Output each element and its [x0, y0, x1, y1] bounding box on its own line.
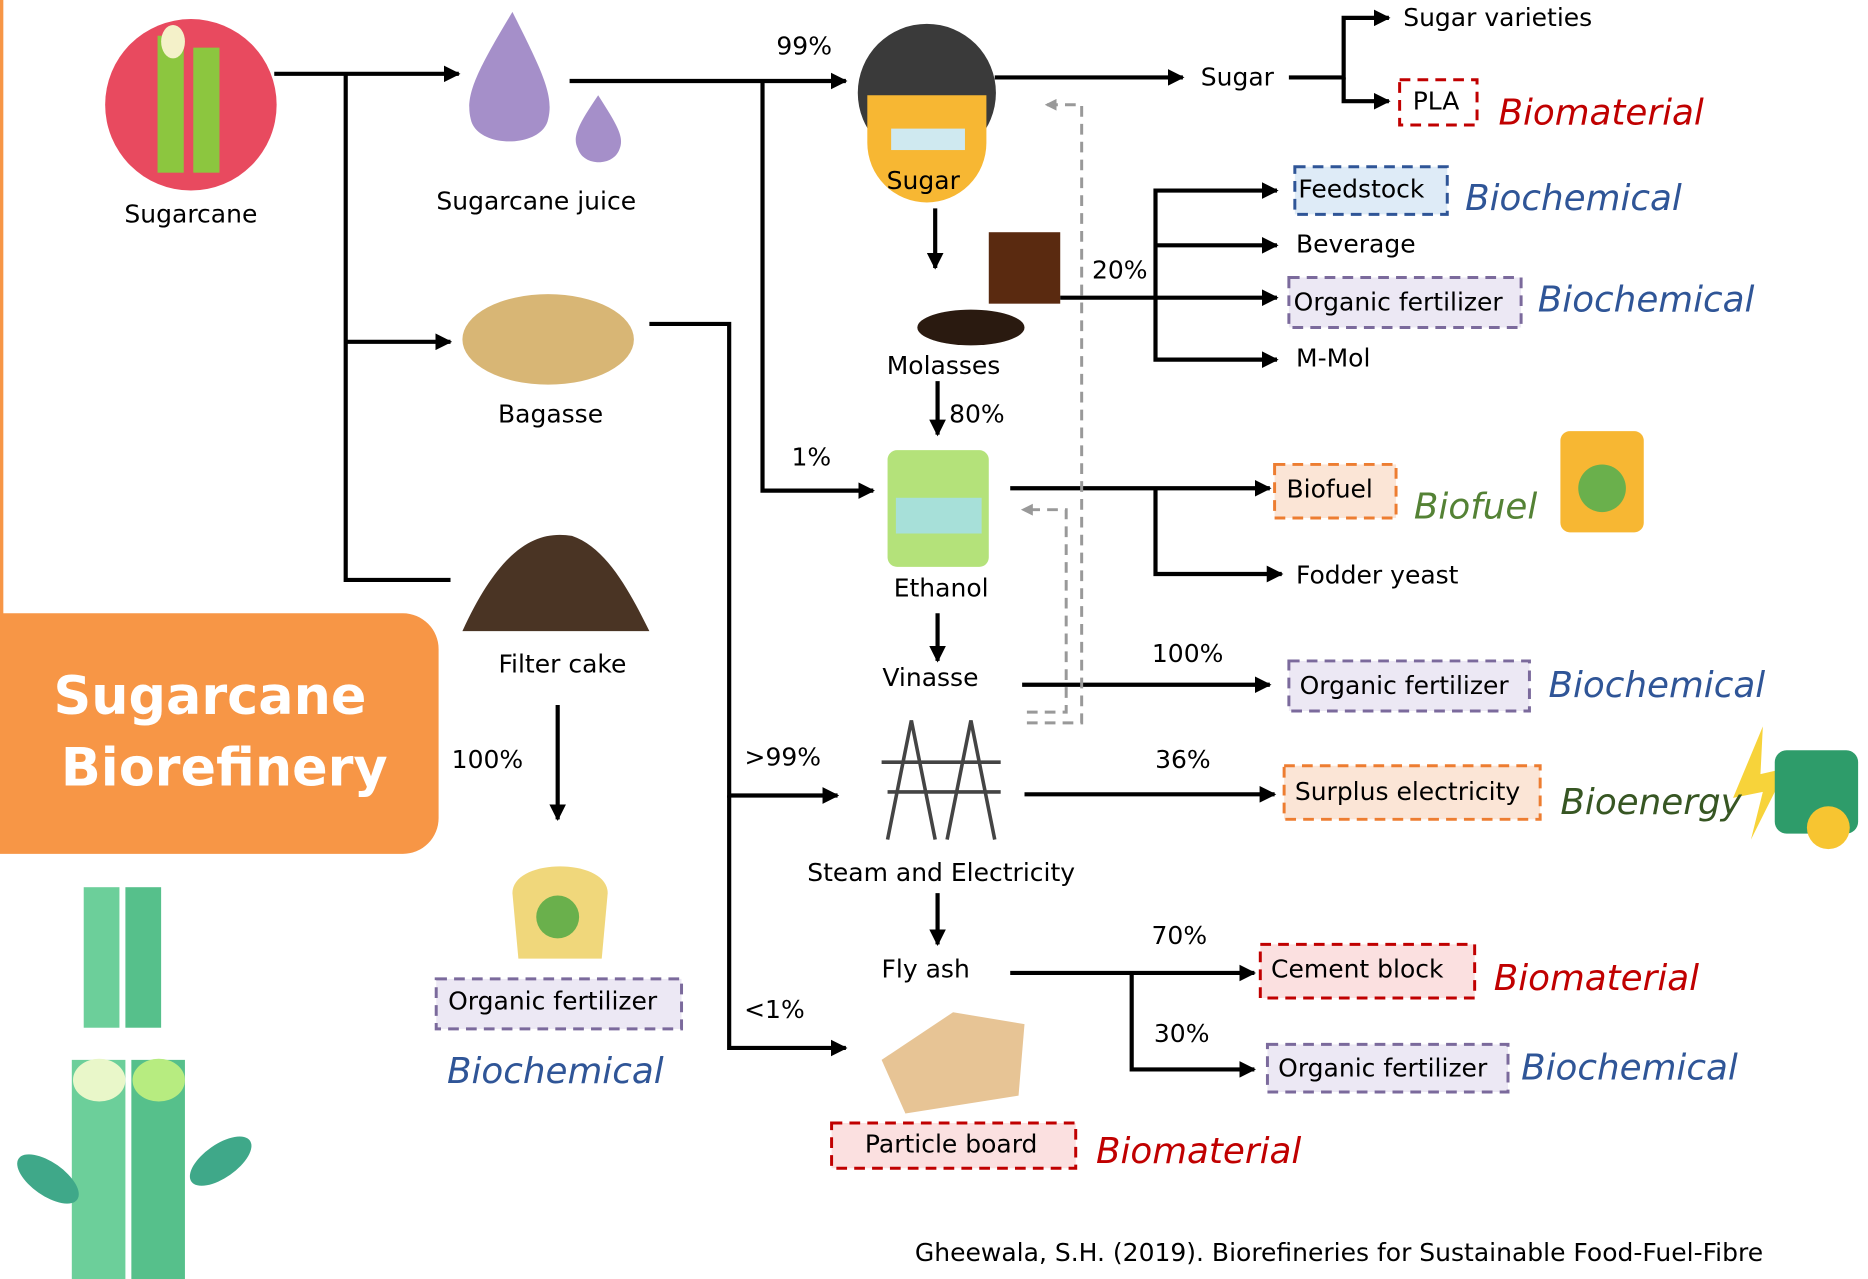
arrows — [274, 9, 1391, 1078]
category-tag: Biomaterial — [1096, 1131, 1301, 1172]
node-label: Sugar — [887, 166, 961, 195]
category-tag: Biomaterial — [1498, 92, 1703, 133]
share-label: 20% — [1092, 256, 1148, 285]
node-label: Fly ash — [882, 955, 970, 984]
category-tag: Biochemical — [447, 1051, 664, 1092]
share-label: 70% — [1152, 921, 1208, 950]
share-label: 1% — [792, 442, 832, 471]
title: Sugarcane — [54, 666, 367, 727]
share-label: >99% — [745, 743, 822, 772]
product-label: Beverage — [1296, 229, 1416, 258]
share-label: 100% — [1152, 639, 1223, 668]
product-label: Organic fertilizer — [1300, 671, 1510, 700]
share-label: 36% — [1155, 745, 1211, 774]
icons — [17, 11, 1859, 1279]
product-label: Cement block — [1271, 955, 1444, 984]
category-tag: Biomaterial — [1494, 958, 1699, 999]
product-label: Fodder yeast — [1296, 560, 1459, 589]
title-box — [0, 613, 439, 854]
category-tag: Biochemical — [1538, 279, 1755, 320]
share-label: 99% — [776, 32, 832, 61]
title: Biorefinery — [61, 738, 388, 799]
product-label: Organic fertilizer — [1294, 288, 1504, 317]
product-label: Biofuel — [1286, 475, 1372, 504]
node-label: Filter cake — [498, 650, 626, 679]
product-label: Sugar — [1201, 63, 1275, 92]
share-label: 30% — [1154, 1019, 1210, 1048]
product-label: Sugar varieties — [1403, 3, 1592, 32]
product-label: Feedstock — [1298, 175, 1425, 204]
category-tag: Biochemical — [1548, 665, 1765, 706]
node-label: Molasses — [887, 351, 1001, 380]
node-label: Sugarcane juice — [436, 186, 636, 215]
node-label: Bagasse — [498, 400, 603, 429]
product-label: PLA — [1413, 86, 1460, 115]
category-tag: Biochemical — [1465, 178, 1682, 219]
node-label: Ethanol — [894, 573, 989, 602]
category-tag: Bioenergy — [1560, 782, 1742, 823]
category-tag: Biochemical — [1521, 1047, 1738, 1088]
product-label: Organic fertilizer — [1278, 1053, 1488, 1082]
product-boxes — [434, 78, 1542, 1170]
product-label: Surplus electricity — [1295, 777, 1521, 806]
product-label: M-Mol — [1296, 344, 1370, 373]
product-label: Organic fertilizer — [448, 987, 658, 1016]
node-label: Vinasse — [882, 663, 978, 692]
product-label: Particle board — [865, 1130, 1038, 1159]
share-label: <1% — [744, 995, 805, 1024]
node-label: Steam and Electricity — [807, 858, 1075, 887]
citation: Gheewala, S.H. (2019). Biorefineries for… — [915, 1238, 1763, 1267]
category-tag: Biofuel — [1414, 487, 1537, 528]
share-label: 80% — [949, 400, 1005, 429]
node-label: Sugarcane — [124, 200, 257, 229]
share-label: 100% — [452, 745, 523, 774]
